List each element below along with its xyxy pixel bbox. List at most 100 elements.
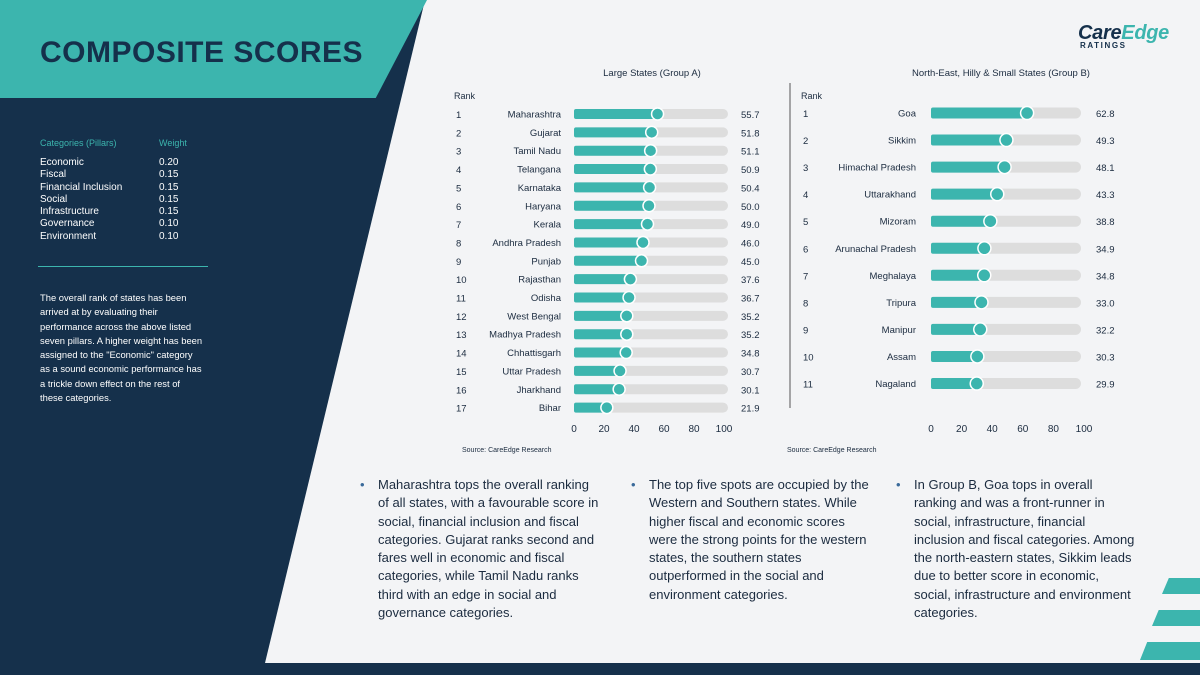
rank-label: 13 bbox=[456, 330, 467, 341]
bar-end-marker bbox=[977, 241, 992, 256]
state-label: Jharkhand bbox=[517, 385, 561, 396]
bar bbox=[931, 378, 977, 389]
state-label: Odisha bbox=[531, 293, 562, 304]
bar bbox=[574, 109, 658, 119]
value-label: 62.8 bbox=[1096, 109, 1115, 120]
chart-title: North-East, Hilly & Small States (Group … bbox=[912, 68, 1090, 79]
bar-end-marker bbox=[636, 235, 650, 250]
bar bbox=[931, 134, 1007, 146]
value-label: 35.2 bbox=[741, 312, 760, 323]
rank-label: 11 bbox=[456, 294, 466, 305]
value-label: 30.3 bbox=[1096, 352, 1115, 363]
x-tick-label: 100 bbox=[1076, 424, 1093, 435]
category-row: Social 0.15 bbox=[40, 194, 200, 206]
decor-stripe bbox=[1140, 642, 1200, 660]
state-label: Sikkim bbox=[888, 136, 916, 147]
bullet-text: Maharashtra tops the overall ranking of … bbox=[378, 477, 599, 621]
bullet-text: The top five spots are occupied by the W… bbox=[649, 477, 869, 602]
bullet-item: • The top five spots are occupied by the… bbox=[631, 476, 871, 604]
category-row: Financial Inclusion 0.15 bbox=[40, 182, 200, 194]
rank-label: 6 bbox=[456, 202, 461, 213]
bullet-item: • In Group B, Goa tops in overall rankin… bbox=[896, 476, 1136, 622]
value-label: 34.8 bbox=[741, 349, 760, 360]
decor-stripe bbox=[1162, 578, 1200, 594]
category-name: Social bbox=[40, 193, 68, 205]
state-label: Chhattisgarh bbox=[507, 348, 561, 359]
category-name: Governance bbox=[40, 218, 95, 230]
value-label: 30.7 bbox=[741, 367, 760, 378]
weight-header: Weight bbox=[159, 138, 187, 148]
bar-end-marker bbox=[643, 162, 658, 176]
bar bbox=[574, 329, 627, 340]
bar bbox=[574, 384, 620, 395]
category-weight: 0.15 bbox=[159, 169, 179, 181]
rank-label: 10 bbox=[803, 352, 814, 363]
rank-label: 6 bbox=[803, 244, 808, 255]
bar bbox=[931, 107, 1028, 119]
category-weight: 0.15 bbox=[159, 181, 179, 193]
bar bbox=[931, 323, 981, 335]
bar-end-marker bbox=[976, 268, 992, 283]
bar-end-marker bbox=[622, 290, 636, 305]
bar bbox=[574, 145, 651, 156]
bar bbox=[574, 310, 627, 321]
state-label: Kerala bbox=[534, 220, 562, 231]
rank-label: 9 bbox=[803, 325, 808, 336]
state-label: Manipur bbox=[882, 325, 916, 336]
value-label: 46.0 bbox=[741, 238, 760, 249]
rank-label: 15 bbox=[456, 367, 467, 378]
bar bbox=[931, 296, 982, 308]
bullet-dot-icon: • bbox=[360, 477, 365, 492]
value-label: 34.8 bbox=[1096, 271, 1115, 282]
category-row: Economic 0.20 bbox=[40, 157, 200, 169]
state-label: Gujarat bbox=[530, 128, 562, 139]
value-label: 55.7 bbox=[741, 110, 760, 121]
state-label: Bihar bbox=[539, 403, 561, 414]
bar bbox=[931, 350, 978, 362]
bar bbox=[574, 365, 621, 376]
category-weight: 0.15 bbox=[159, 206, 179, 218]
value-label: 34.9 bbox=[1096, 244, 1115, 255]
bullet-item: • Maharashtra tops the overall ranking o… bbox=[360, 476, 600, 622]
bar bbox=[574, 164, 651, 175]
state-label: Uttarakhand bbox=[864, 190, 916, 201]
bar-end-marker bbox=[600, 400, 614, 415]
x-tick-label: 20 bbox=[598, 424, 610, 435]
x-tick-label: 20 bbox=[956, 424, 968, 435]
rank-label: 10 bbox=[456, 275, 467, 286]
chart-title: Large States (Group A) bbox=[603, 68, 701, 79]
state-label: Assam bbox=[887, 352, 916, 363]
x-tick-label: 60 bbox=[658, 424, 670, 435]
bar-end-marker bbox=[650, 107, 665, 121]
left-panel bbox=[0, 0, 265, 663]
rank-label: 17 bbox=[456, 404, 467, 415]
page-title: COMPOSITE SCORES bbox=[40, 36, 364, 69]
bar bbox=[931, 188, 998, 200]
value-label: 37.6 bbox=[741, 275, 760, 286]
bar-end-marker bbox=[619, 345, 633, 360]
bar-end-marker bbox=[643, 143, 658, 158]
rank-label: 8 bbox=[456, 238, 461, 249]
bar-end-marker bbox=[969, 376, 984, 391]
sidebar-divider bbox=[38, 266, 208, 267]
rank-label: 5 bbox=[456, 183, 461, 194]
careedge-logo: CareEdge RATINGS bbox=[1078, 22, 1182, 52]
bar-end-marker bbox=[973, 322, 988, 337]
bottom-bar bbox=[0, 663, 1200, 675]
category-row: Infrastructure 0.15 bbox=[40, 206, 200, 218]
bar-end-marker bbox=[989, 186, 1005, 202]
logo-ratings-text: RATINGS bbox=[1080, 41, 1127, 50]
state-label: Goa bbox=[898, 109, 917, 120]
bar-end-marker bbox=[623, 272, 638, 286]
x-tick-label: 60 bbox=[1017, 424, 1029, 435]
rank-label: 7 bbox=[456, 220, 461, 231]
categories-list: Economic 0.20 Fiscal 0.15 Financial Inclus… bbox=[40, 157, 200, 243]
bar-end-marker bbox=[970, 349, 985, 364]
state-label: Uttar Pradesh bbox=[502, 366, 561, 377]
rank-label: 3 bbox=[456, 147, 461, 158]
bullet-dot-icon: • bbox=[631, 477, 636, 492]
rank-label: 11 bbox=[803, 380, 813, 391]
rank-label: 14 bbox=[456, 349, 467, 360]
bullet-text: In Group B, Goa tops in overall ranking … bbox=[914, 477, 1135, 621]
